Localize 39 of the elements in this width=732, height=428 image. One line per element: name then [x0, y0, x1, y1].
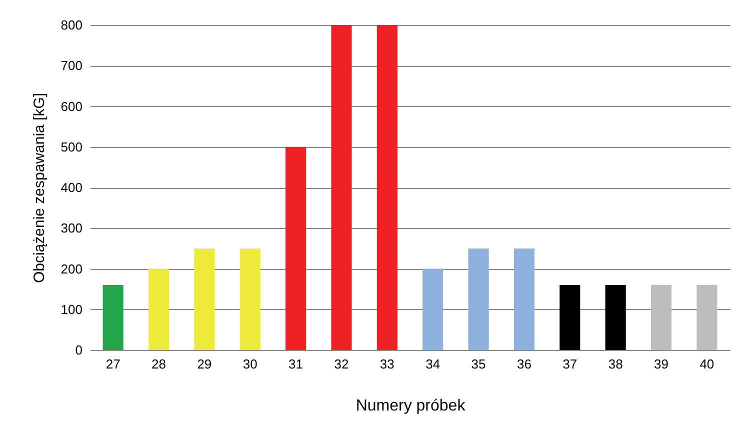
- bar: [560, 285, 580, 350]
- bar: [102, 285, 124, 350]
- x-tick-label: 39: [654, 356, 668, 372]
- y-tick-label: 200: [60, 261, 82, 276]
- y-tick-label: 500: [60, 139, 82, 154]
- bar: [696, 285, 718, 350]
- x-tick-label: 33: [380, 356, 394, 372]
- y-tick-label: 400: [60, 180, 82, 195]
- x-tick-label: 31: [288, 356, 304, 372]
- bar: [650, 285, 672, 350]
- bar: [422, 268, 444, 350]
- x-tick-label: 28: [152, 356, 166, 372]
- bar: [605, 285, 626, 350]
- x-tick-label: 32: [334, 356, 349, 372]
- x-tick-label: 35: [471, 356, 486, 372]
- y-axis-title: Obciążenie zespawania [kG]: [30, 92, 48, 284]
- y-tick-label: 0: [75, 342, 82, 358]
- bar: [240, 248, 260, 350]
- x-tick-label: 37: [562, 356, 578, 372]
- x-tick-label: 34: [426, 356, 440, 372]
- bar: [286, 146, 306, 350]
- bar: [376, 25, 398, 350]
- x-tick-label: 27: [106, 356, 120, 372]
- bar: [468, 248, 489, 350]
- y-tick-label: 300: [60, 220, 82, 236]
- y-tick-label: 100: [60, 302, 82, 317]
- bar: [514, 248, 534, 350]
- y-tick-label: 600: [60, 98, 82, 114]
- x-tick-label: 38: [608, 356, 623, 372]
- x-tick-label: 36: [516, 356, 532, 372]
- x-axis-title: Numery próbek: [356, 398, 466, 414]
- y-tick-label: 800: [60, 18, 82, 32]
- bar: [331, 25, 352, 350]
- x-tick-label: 30: [242, 356, 258, 372]
- bar: [194, 248, 215, 350]
- x-tick-label: 29: [197, 356, 212, 372]
- x-tick-label: 40: [700, 356, 714, 372]
- bar: [148, 268, 170, 350]
- y-tick-label: 700: [60, 58, 82, 74]
